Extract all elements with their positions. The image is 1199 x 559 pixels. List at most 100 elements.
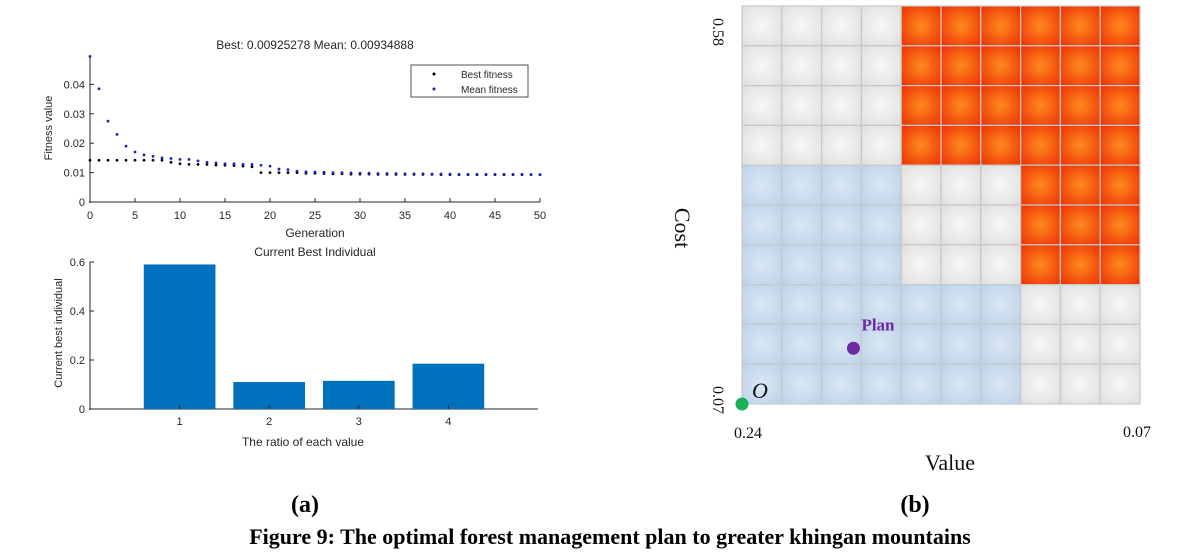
bar-x-tick-label: 4 — [445, 416, 451, 428]
mean-fitness-point — [268, 164, 272, 168]
gray-cell — [821, 124, 863, 166]
gray-cell — [781, 84, 823, 126]
orange-cell — [940, 45, 982, 87]
mean-fitness-point — [142, 153, 146, 157]
orange-cell — [1020, 204, 1062, 246]
mean-fitness-point — [349, 171, 353, 175]
mean-fitness-point — [331, 171, 335, 175]
mean-fitness-point — [241, 162, 245, 166]
blue-cell — [860, 244, 902, 286]
heatmap-points: Plan O — [735, 315, 895, 411]
blue-cell — [821, 244, 863, 286]
mean-fitness-point — [502, 172, 506, 176]
orange-cell — [1099, 84, 1141, 126]
best-fitness-point — [214, 163, 218, 167]
orange-cell — [1020, 5, 1062, 47]
orange-cell — [1059, 45, 1101, 87]
gray-cell — [860, 124, 902, 166]
best-fitness-point — [151, 158, 155, 162]
fitness-chart: Best: 0.00925278 Mean: 0.00934888 0 5 10 15… — [43, 38, 546, 240]
mean-fitness-point — [358, 171, 362, 175]
gray-cell — [781, 5, 823, 47]
gray-cell — [1020, 363, 1062, 405]
fitness-x-tick-label: 40 — [444, 210, 456, 222]
bar-y-tick-label: 0.2 — [70, 355, 85, 367]
gray-cell — [900, 164, 942, 206]
bar-3 — [322, 380, 395, 409]
blue-cell — [860, 284, 902, 326]
gray-cell — [940, 244, 982, 286]
bar-y-tick-label: 0.4 — [70, 306, 85, 318]
blue-cell — [980, 363, 1022, 405]
mean-fitness-point — [484, 172, 488, 176]
gray-cell — [1059, 284, 1101, 326]
best-fitness-point — [268, 171, 272, 175]
gray-cell — [940, 204, 982, 246]
mean-fitness-point — [394, 172, 398, 175]
blue-cell — [980, 323, 1022, 365]
orange-cell — [1099, 45, 1141, 87]
gray-cell — [781, 124, 823, 166]
mean-fitness-point — [403, 172, 407, 176]
gray-cell — [781, 45, 823, 87]
mean-fitness-point — [457, 172, 461, 176]
mean-fitness-point — [466, 172, 470, 176]
mean-fitness-point — [151, 155, 155, 158]
gray-cell — [741, 124, 783, 166]
orange-cell — [900, 84, 942, 126]
gray-cell — [900, 204, 942, 246]
mean-fitness-point — [412, 172, 416, 176]
gray-cell — [980, 244, 1022, 286]
panel-a-label: (a) — [291, 492, 319, 518]
cost-axis-label: Cost — [670, 208, 695, 248]
cost-start-label: 0.07 — [709, 386, 726, 414]
best-fitness-point — [160, 158, 164, 162]
panel-b-heatmap: 0.58 0.07 Cost 0.24 0.07 Value Plan O — [670, 5, 1151, 475]
blue-cell — [821, 204, 863, 246]
blue-cell — [781, 363, 823, 405]
blue-cell — [781, 323, 823, 365]
orange-cell — [1059, 244, 1101, 286]
blue-cell — [940, 284, 982, 326]
bar-y-ticks: 0 0.2 0.4 0.6 — [70, 257, 94, 416]
orange-cell — [1099, 164, 1141, 206]
bar-x-label: The ratio of each value — [242, 435, 364, 449]
mean-fitness-point — [529, 173, 533, 177]
best-fitness-point — [259, 171, 263, 175]
fitness-x-tick-label: 10 — [174, 210, 186, 222]
mean-fitness-point — [178, 157, 182, 161]
blue-cell — [900, 323, 942, 365]
value-start-label: 0.24 — [734, 425, 762, 442]
legend-label-best: Best fitness — [461, 70, 513, 81]
best-fitness-point — [97, 158, 101, 162]
mean-fitness-point — [520, 172, 524, 176]
blue-cell — [821, 363, 863, 405]
blue-cell — [940, 323, 982, 365]
mean-fitness-point — [205, 160, 209, 164]
bar-y-tick-label: 0 — [79, 404, 85, 416]
blue-cell — [741, 164, 783, 206]
orange-cell — [1059, 124, 1101, 166]
best-fitness-point — [169, 160, 173, 164]
mean-fitness-point — [97, 87, 101, 91]
bar-chart-title: Current Best Individual — [254, 245, 375, 259]
fitness-x-tick-label: 20 — [264, 210, 276, 222]
mean-fitness-point — [367, 171, 371, 175]
fitness-x-tick-label: 50 — [534, 210, 546, 222]
mean-fitness-point — [511, 172, 515, 176]
bar-2 — [233, 382, 306, 409]
mean-fitness-point — [475, 172, 479, 176]
mean-fitness-point — [295, 169, 299, 173]
bar-y-label: Current best individual — [53, 278, 65, 387]
fitness-x-tick-label: 25 — [309, 210, 321, 222]
orange-cell — [1020, 244, 1062, 286]
gray-cell — [1059, 323, 1101, 365]
orange-cell — [940, 124, 982, 166]
heatmap-grid — [741, 5, 1141, 405]
blue-cell — [741, 284, 783, 326]
legend-label-mean: Mean fitness — [461, 85, 518, 96]
orange-cell — [1099, 244, 1141, 286]
best-fitness-point — [124, 158, 128, 162]
gray-cell — [1099, 323, 1141, 365]
orange-cell — [900, 124, 942, 166]
